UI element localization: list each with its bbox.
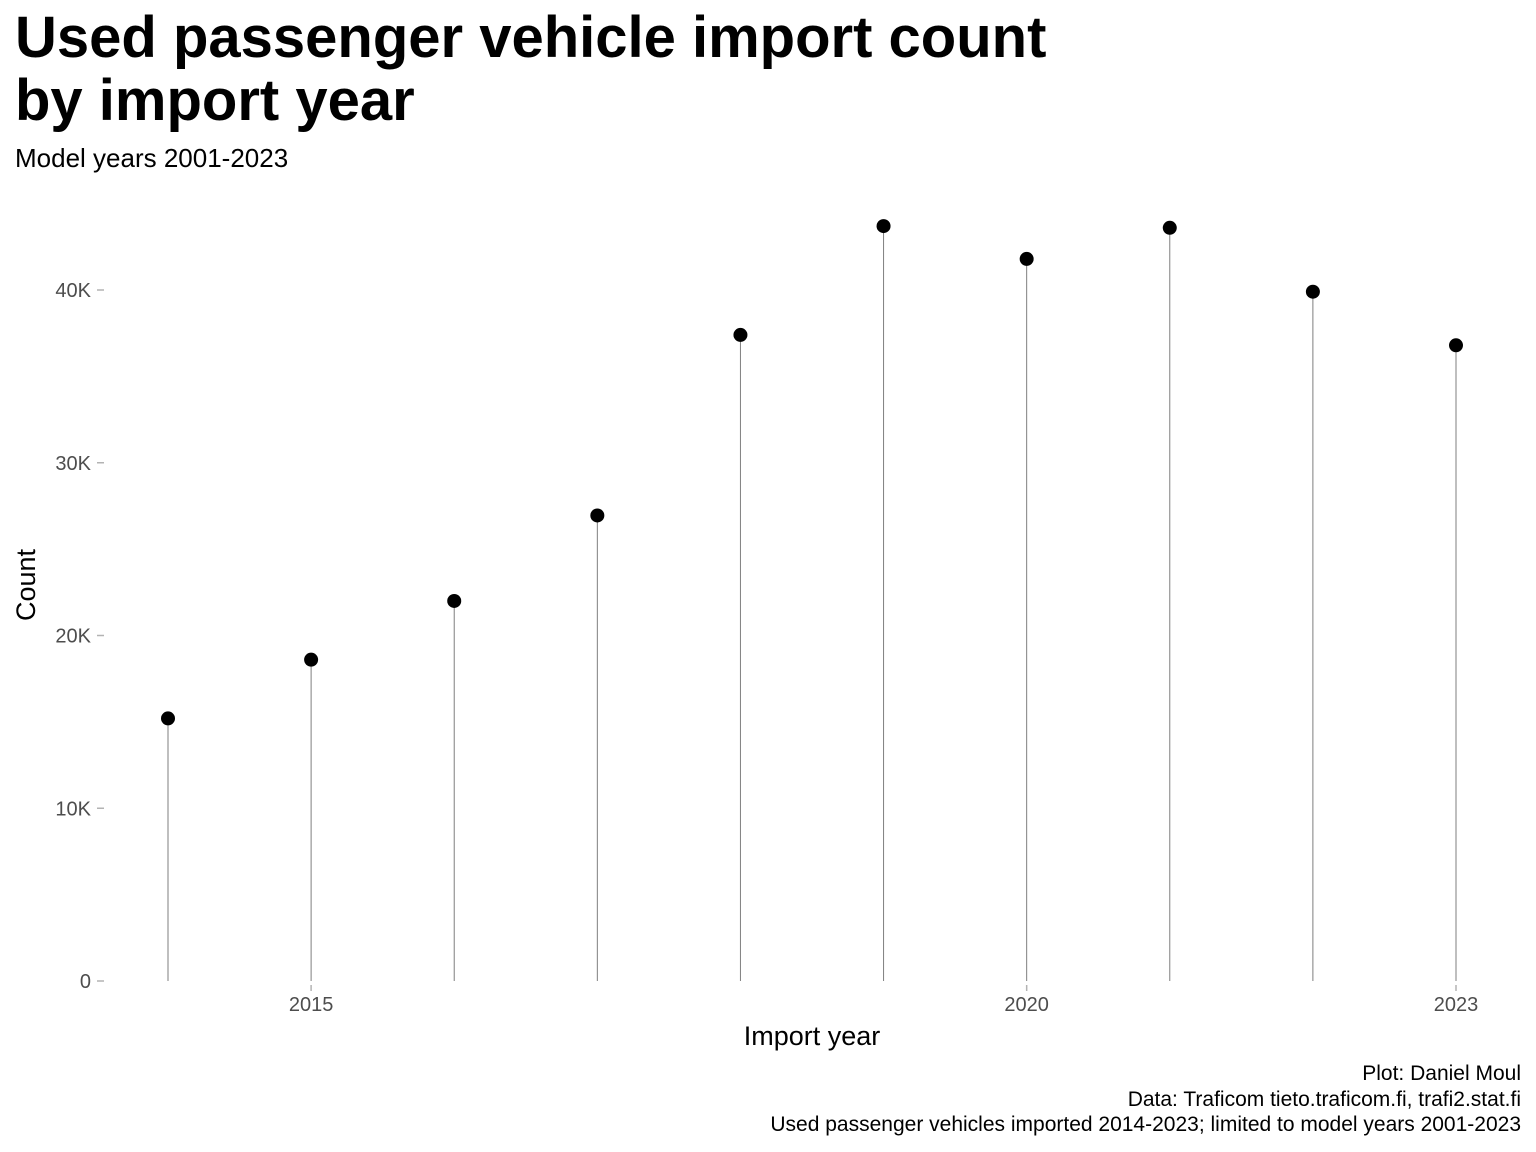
y-tick-label: 10K bbox=[55, 798, 91, 820]
data-marks bbox=[161, 219, 1463, 981]
y-tick-label: 20K bbox=[55, 626, 91, 648]
data-point bbox=[304, 652, 319, 667]
chart-title-line-2: by import year bbox=[15, 68, 415, 133]
data-point bbox=[161, 711, 175, 726]
data-point bbox=[1019, 251, 1034, 266]
y-axis-label: Count bbox=[11, 548, 41, 621]
data-point bbox=[590, 508, 605, 523]
data-point bbox=[1162, 220, 1177, 235]
chart-subtitle: Model years 2001-2023 bbox=[15, 143, 289, 173]
y-tick-label: 30K bbox=[55, 453, 91, 475]
caption-note: Used passenger vehicles imported 2014-20… bbox=[770, 1113, 1521, 1136]
y-tick-label: 40K bbox=[55, 280, 91, 302]
x-tick-label: 2015 bbox=[289, 994, 334, 1016]
caption-source: Data: Traficom tieto.traficom.fi, trafi2… bbox=[1127, 1087, 1521, 1111]
data-point bbox=[876, 219, 891, 234]
x-axis: 2015 2020 2023 bbox=[289, 985, 1478, 1016]
caption-credit: Plot: Daniel Moul bbox=[1362, 1062, 1521, 1085]
x-tick-label: 2023 bbox=[1434, 994, 1479, 1016]
data-point bbox=[733, 327, 748, 342]
y-tick-label: 0 bbox=[80, 971, 91, 993]
y-axis: 0 10K 20K 30K 40K bbox=[55, 280, 104, 993]
x-tick-label: 2020 bbox=[1004, 994, 1049, 1016]
x-axis-label: Import year bbox=[744, 1021, 881, 1051]
data-point bbox=[1305, 284, 1320, 299]
caption: Plot: Daniel Moul Data: Traficom tieto.t… bbox=[770, 1061, 1521, 1138]
data-point bbox=[447, 593, 462, 608]
chart-title: Used passenger vehicle import count by i… bbox=[15, 6, 1215, 132]
data-point bbox=[1449, 338, 1463, 353]
chart-title-line-1: Used passenger vehicle import count bbox=[15, 5, 1047, 70]
